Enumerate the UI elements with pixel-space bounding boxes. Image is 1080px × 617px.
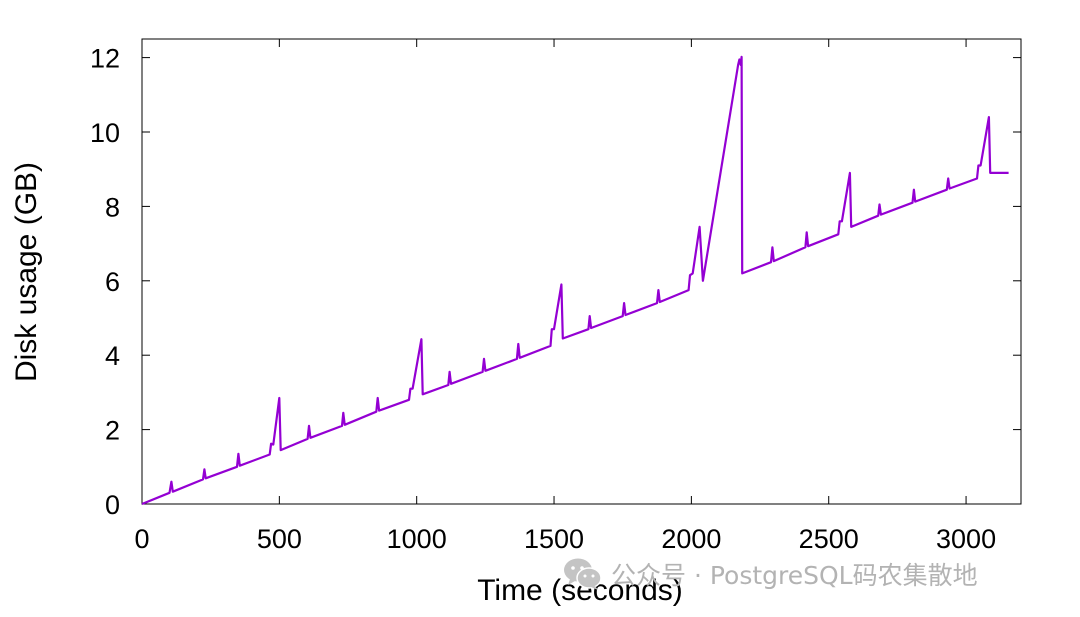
x-tick-label: 500 [257, 524, 302, 554]
x-tick-label: 1500 [524, 524, 584, 554]
x-tick-label: 1000 [387, 524, 447, 554]
wechat-icon [564, 558, 602, 590]
axis-ticks [141, 39, 1021, 505]
y-tick-label: 8 [105, 192, 120, 222]
y-tick-label: 2 [105, 416, 120, 446]
y-tick-labels: 0 2 4 6 8 10 12 [90, 44, 120, 520]
x-tick-labels: 0 500 1000 1500 2000 2500 3000 [134, 524, 996, 554]
x-tick-label: 0 [134, 524, 149, 554]
y-tick-label: 0 [105, 490, 120, 520]
watermark: 公众号 · PostgreSQL码农集散地 [563, 556, 978, 592]
y-tick-label: 10 [90, 118, 120, 148]
x-tick-label: 2000 [661, 524, 721, 554]
watermark-text: 公众号 · PostgreSQL码农集散地 [611, 561, 978, 590]
y-tick-label: 4 [105, 341, 120, 371]
y-tick-label: 6 [105, 267, 120, 297]
x-tick-label: 2500 [799, 524, 859, 554]
y-axis-title: Disk usage (GB) [10, 162, 43, 382]
y-tick-label: 12 [90, 44, 120, 74]
plot-frame [141, 38, 1022, 505]
x-tick-label: 3000 [936, 524, 996, 554]
series-line-disk-usage [141, 55, 1009, 506]
